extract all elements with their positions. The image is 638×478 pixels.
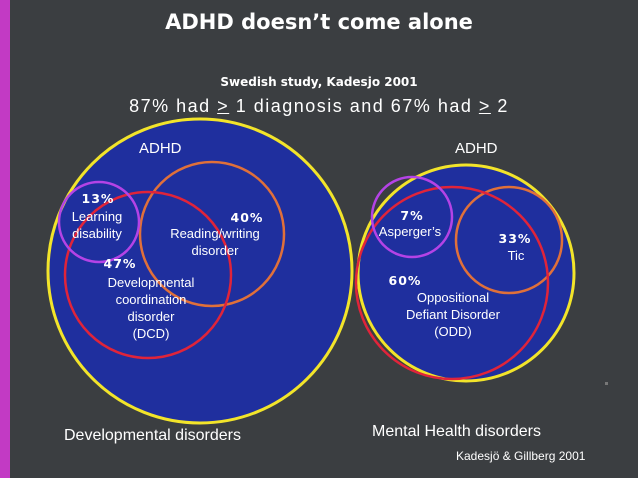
left-adhd-circle <box>46 117 354 425</box>
stat-part-2: 1 diagnosis and 67% had <box>229 96 479 116</box>
stat-part-1: 87% had <box>129 96 218 116</box>
right-asperger-line1: Asperger’s <box>379 224 442 239</box>
left-learning-line1: Learning <box>72 209 123 224</box>
right-odd-line2: Defiant Disorder <box>406 307 501 322</box>
left-venn: ADHD 13% Learning disability 40% Reading… <box>46 117 354 425</box>
right-tic-pct: 33% <box>499 231 532 246</box>
right-asperger-circle <box>370 175 454 259</box>
accent-bar <box>0 0 10 478</box>
stat-symbol-1: > <box>217 96 230 116</box>
left-dcd-pct: 47% <box>104 256 137 271</box>
developmental-disorders-caption: Developmental disorders <box>64 427 241 444</box>
left-adhd-label: ADHD <box>139 140 182 157</box>
left-reading-line2: disorder <box>192 243 240 258</box>
right-odd-line3: (ODD) <box>434 324 472 339</box>
left-dcd-line1: Developmental <box>108 275 195 290</box>
stat-line: 87% had > 1 diagnosis and 67% had > 2 <box>0 96 638 117</box>
left-reading-circle <box>138 160 286 308</box>
right-tic-circle <box>454 185 564 295</box>
left-learning-line2: disability <box>72 226 122 241</box>
right-odd-line1: Oppositional <box>417 290 489 305</box>
left-dcd-line4: (DCD) <box>133 326 170 341</box>
right-odd-pct: 60% <box>389 273 422 288</box>
left-reading-line1: Reading/writing <box>170 226 260 241</box>
citation: Kadesjö & Gillberg 2001 <box>456 449 586 463</box>
right-adhd-label: ADHD <box>455 140 498 157</box>
stat-symbol-2: > <box>478 96 491 116</box>
left-learning-circle <box>57 180 141 264</box>
right-venn: ADHD 7% Asperger’s 33% Tic 60% Oppositio… <box>354 140 576 383</box>
left-reading-pct: 40% <box>231 210 264 225</box>
left-dcd-circle <box>63 190 233 360</box>
left-dcd-line3: disorder <box>128 309 176 324</box>
right-tic-line1: Tic <box>508 248 525 263</box>
right-asperger-pct: 7% <box>400 208 423 223</box>
left-dcd-line2: coordination <box>116 292 187 307</box>
mental-health-disorders-caption: Mental Health disorders <box>372 423 541 440</box>
left-learning-pct: 13% <box>82 191 115 206</box>
slide-title: ADHD doesn’t come alone <box>165 10 473 34</box>
stat-part-3: 2 <box>490 96 509 116</box>
slide-marker <box>605 382 608 385</box>
right-odd-circle <box>354 185 550 381</box>
slide-subtitle: Swedish study, Kadesjo 2001 <box>220 75 418 89</box>
